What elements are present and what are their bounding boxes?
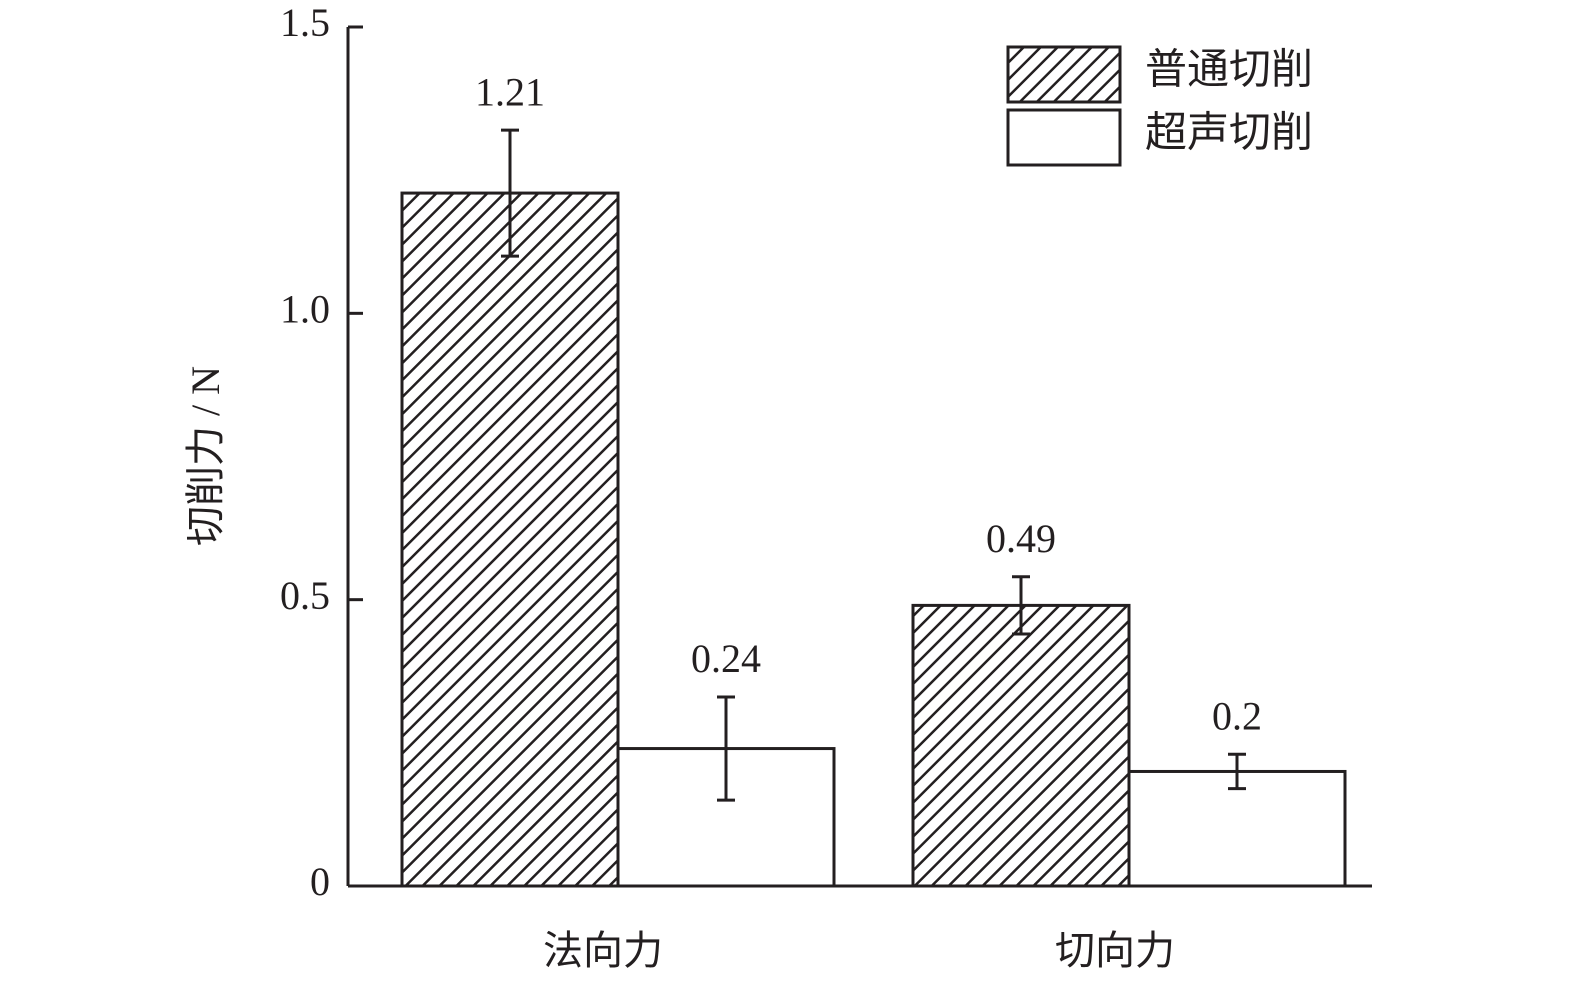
- legend-swatch: [1006, 45, 1122, 104]
- legend-label: 超声切削: [1145, 111, 1313, 157]
- y-tick-label: 1.0: [280, 287, 330, 332]
- data-label: 0.49: [986, 516, 1056, 561]
- data-label: 0.24: [691, 636, 761, 681]
- y-tick-label: 0.5: [280, 573, 330, 618]
- x-tick-label: 法向力: [543, 928, 663, 973]
- legend-label: 普通切削: [1145, 48, 1313, 94]
- bar: [400, 191, 620, 888]
- bar: [1127, 769, 1347, 888]
- bar: [911, 603, 1131, 888]
- x-tick-label: 切向力: [1055, 928, 1175, 973]
- y-axis-label: 切削力 / N: [183, 366, 228, 546]
- data-label: 1.21: [475, 69, 545, 114]
- data-label: 0.2: [1212, 693, 1262, 738]
- y-tick-label: 1.5: [280, 0, 330, 45]
- y-tick-label: 0: [310, 859, 330, 904]
- legend-swatch: [1006, 108, 1122, 167]
